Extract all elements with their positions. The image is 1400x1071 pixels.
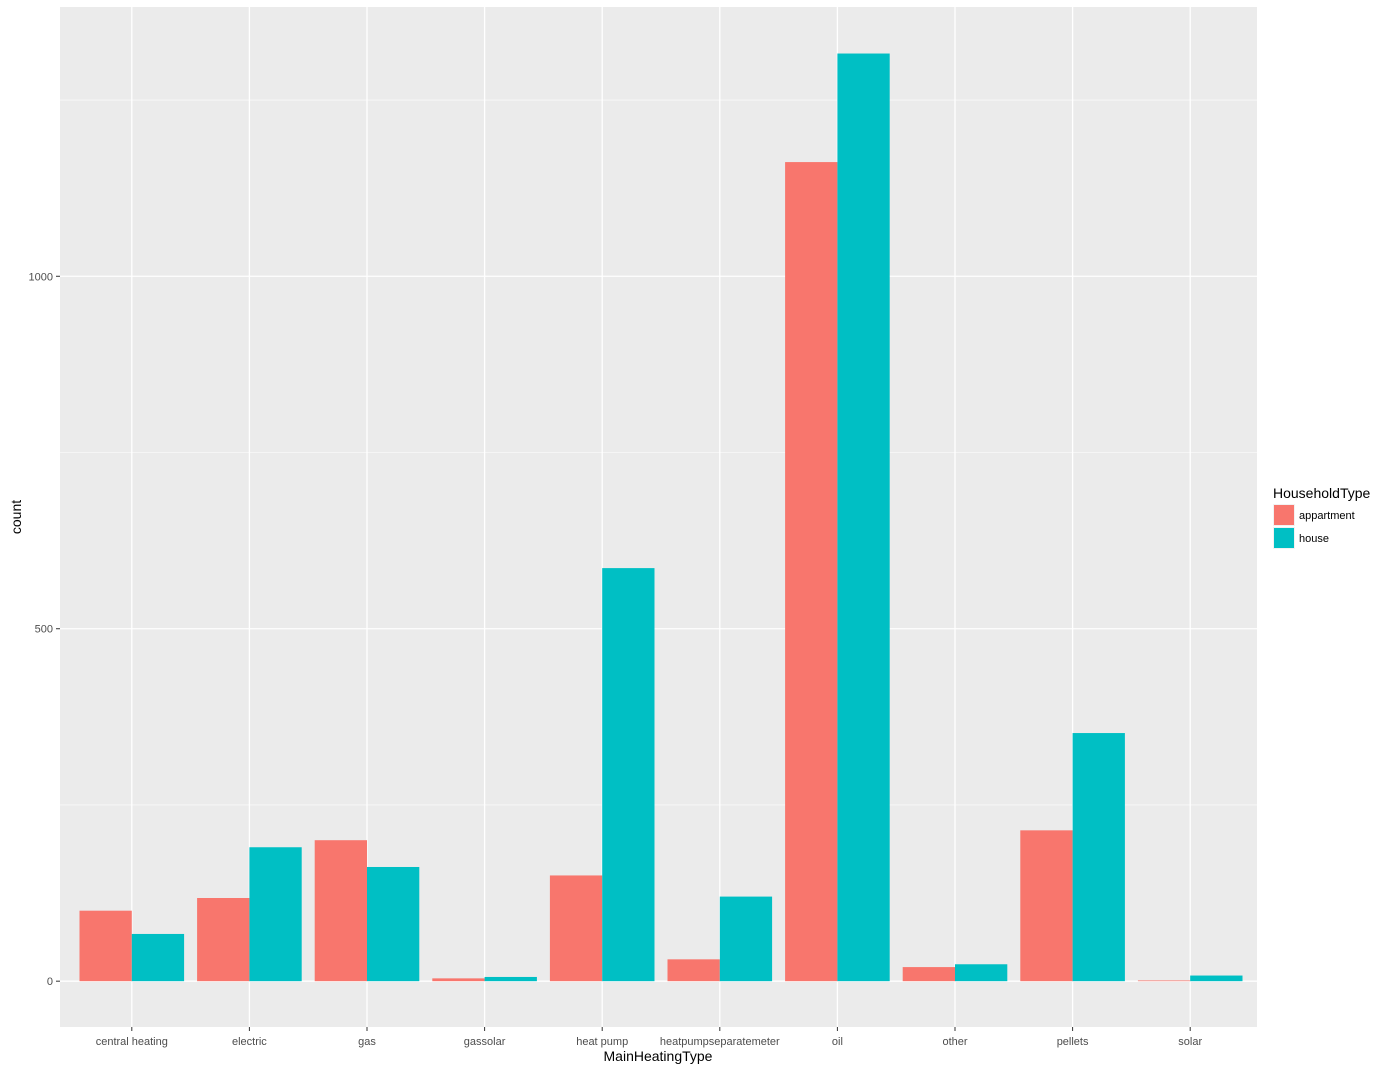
bar-appartment-solar (1137, 980, 1191, 982)
bar-house-electric (249, 847, 302, 982)
y-axis-title: count (8, 500, 24, 534)
x-tick-label: electric (232, 1036, 267, 1048)
legend-swatch-appartment (1274, 505, 1294, 525)
bar-appartment-pellets (1020, 830, 1073, 982)
bar-house-pellets (1072, 733, 1125, 982)
x-tick-label: pellets (1057, 1036, 1089, 1048)
bar-appartment-oil (785, 162, 838, 982)
bar-house-gas (367, 866, 420, 982)
bar-house-oil (837, 53, 890, 982)
bar-appartment-central-heating (79, 910, 132, 982)
x-axis-title: MainHeatingType (604, 1048, 713, 1064)
x-tick-label: solar (1178, 1036, 1202, 1048)
bar-appartment-electric (197, 898, 250, 982)
bar-appartment-heat-pump (549, 875, 603, 982)
bar-appartment-gassolar (432, 978, 485, 982)
x-tick-label: other (942, 1036, 967, 1048)
x-tick-label: heatpumpseparatemeter (660, 1036, 780, 1048)
bar-house-solar (1190, 975, 1243, 982)
bar-house-gassolar (484, 976, 537, 982)
bar-house-central-heating (131, 933, 185, 982)
legend-swatch-house (1274, 528, 1294, 548)
bar-house-heat-pump (602, 568, 655, 982)
y-axis: 0 500 1000 (29, 271, 60, 988)
y-tick-label: 0 (47, 976, 53, 988)
x-tick-label: gas (358, 1036, 376, 1048)
bars (79, 53, 1243, 982)
bar-house-heatpumpseparatemeter (719, 896, 773, 982)
bar-house-other (955, 964, 1008, 982)
x-tick-label: heat pump (576, 1036, 628, 1048)
legend-title: HouseholdType (1273, 485, 1371, 501)
legend-label-house: house (1299, 533, 1329, 545)
y-tick-label: 1000 (29, 271, 53, 283)
y-tick-label: 500 (35, 624, 53, 636)
minor-gridlines (60, 99, 1257, 806)
bar-appartment-other (902, 967, 955, 982)
legend-label-appartment: appartment (1299, 510, 1355, 522)
x-tick-label: oil (832, 1036, 843, 1048)
bar-appartment-heatpumpseparatemeter (667, 959, 720, 982)
legend: HouseholdType appartment house (1273, 485, 1371, 549)
bar-appartment-gas (314, 840, 367, 982)
x-axis: central heating electric gas gassolar heat p… (96, 1027, 1202, 1048)
x-tick-label: central heating (96, 1036, 168, 1048)
x-tick-label: gassolar (464, 1036, 506, 1048)
